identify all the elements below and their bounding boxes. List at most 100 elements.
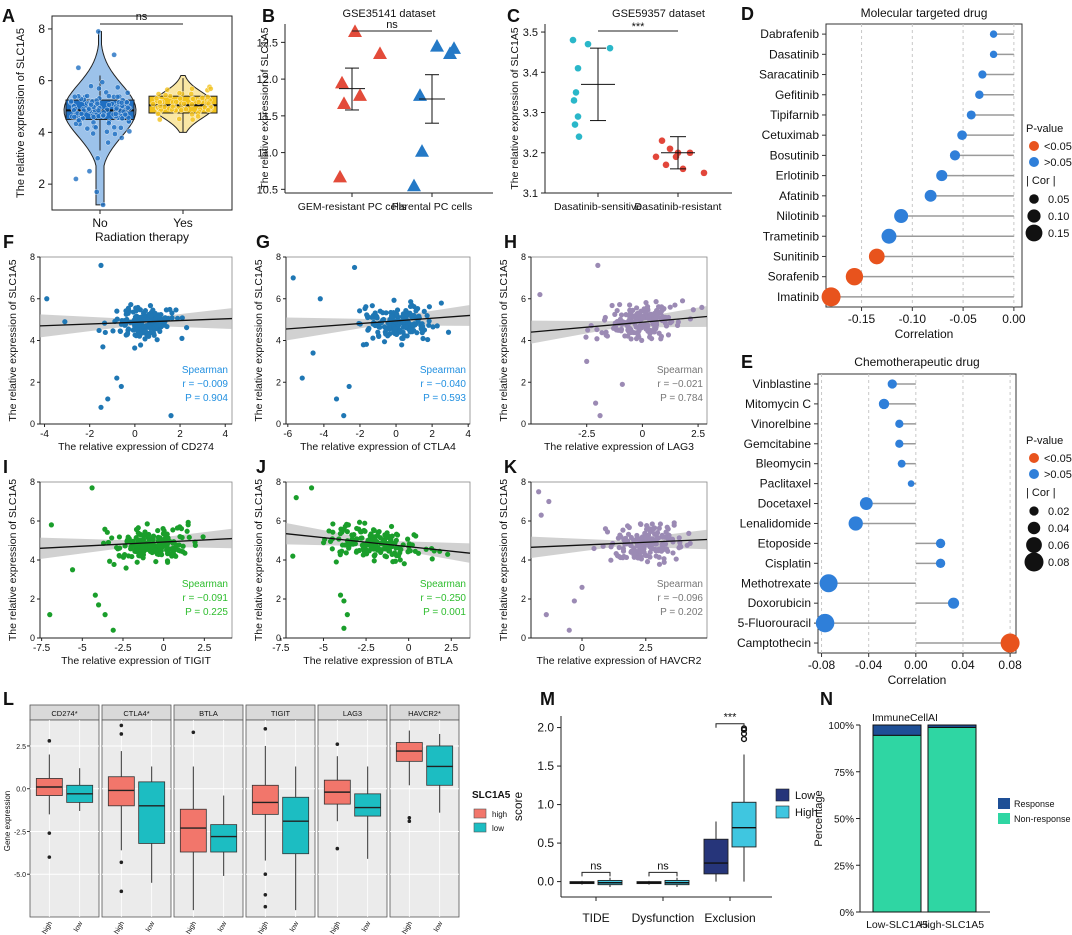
data-point [653, 299, 659, 305]
data-point [173, 307, 179, 313]
data-point [591, 545, 597, 552]
data-point [105, 120, 112, 127]
stat-p: P = 0.784 [660, 393, 703, 404]
chart-title: GSE59357 dataset [612, 8, 705, 20]
data-point [643, 300, 649, 306]
drug-label: Bleomycin [756, 457, 811, 471]
data-point [114, 375, 120, 381]
data-point [137, 342, 144, 348]
stat-method: Spearman [420, 365, 466, 376]
data-point [146, 324, 152, 330]
data-point [377, 324, 383, 330]
x-tick-label: -7.5 [33, 643, 51, 654]
data-point [155, 527, 161, 534]
data-point [357, 308, 363, 314]
data-point [341, 526, 347, 532]
data-point [393, 545, 399, 551]
data-triangle [413, 88, 427, 101]
data-point [339, 548, 345, 554]
data-point [593, 400, 599, 406]
data-point [153, 558, 159, 565]
data-point [176, 116, 183, 122]
x-tick-label: low [217, 920, 229, 933]
data-point [363, 341, 369, 347]
drug-label: Camptothecin [737, 636, 811, 650]
data-point [170, 527, 176, 533]
box-high [395, 742, 423, 762]
data-point [609, 302, 615, 309]
x-tick-label: 0.00 [904, 658, 928, 672]
data-point [615, 327, 621, 333]
data-point [146, 531, 152, 538]
x-tick-label: -5 [319, 643, 328, 654]
stat-p: P = 0.001 [423, 607, 466, 618]
y-tick-label: -5.0 [14, 872, 26, 879]
data-point [655, 535, 662, 541]
panel-label: A [2, 6, 15, 26]
data-point [424, 313, 430, 319]
data-point [154, 337, 160, 343]
data-point [333, 559, 339, 565]
data-point [546, 498, 552, 505]
data-point [96, 85, 102, 92]
legend-swatch [1029, 453, 1039, 463]
legend-swatch [1029, 141, 1039, 151]
data-point [68, 98, 75, 105]
x-tick-label: high [41, 920, 54, 935]
lollipop-dot [894, 209, 909, 224]
x-tick-label: Yes [173, 216, 193, 230]
stacked-bar-segment [927, 726, 977, 913]
data-point [105, 139, 111, 146]
data-point [195, 99, 202, 105]
data-point [643, 534, 649, 541]
legend-swatch [775, 788, 790, 802]
data-point [293, 495, 299, 501]
data-point [71, 107, 77, 114]
data-point [367, 533, 373, 539]
data-point [631, 537, 637, 544]
facet-label: HAVCR2* [408, 709, 441, 718]
x-tick-label: -4 [319, 429, 328, 440]
facet-panel [317, 719, 388, 918]
data-point [394, 311, 400, 318]
data-point [371, 553, 378, 559]
x-tick-label: Low-SLC1A5 [866, 919, 928, 931]
lollipop-dot [907, 480, 915, 487]
x-tick-label: 2.5 [639, 643, 653, 654]
data-point [104, 128, 110, 135]
data-point [666, 145, 674, 153]
x-tick-label: 0.04 [951, 658, 975, 672]
x-tick-label: -7.5 [272, 643, 290, 654]
data-point [420, 323, 426, 330]
data-point [111, 561, 117, 568]
data-point [308, 485, 315, 491]
data-point [140, 549, 146, 555]
size-swatch [1029, 506, 1039, 516]
y-axis-title: The relative expression of SLC1A5 [253, 259, 265, 421]
data-point [160, 526, 166, 532]
y-tick-label: 6 [30, 294, 35, 304]
data-point [117, 328, 123, 334]
data-point [374, 532, 381, 539]
data-point [620, 546, 626, 552]
y-axis-title: score [511, 792, 525, 822]
data-point [644, 523, 650, 529]
data-point [183, 106, 189, 113]
data-point [383, 331, 389, 337]
y-tick-label: 2 [521, 377, 526, 387]
data-point [671, 520, 677, 526]
y-axis-title: The relative expression of SLC1A5 [498, 259, 510, 421]
outlier-point [407, 815, 412, 820]
legend-label: Non-response [1014, 814, 1071, 824]
data-point [162, 92, 169, 99]
data-point [667, 304, 673, 310]
y-tick-label: 2 [30, 594, 35, 604]
y-tick-label: 25% [834, 861, 854, 872]
data-point [406, 548, 412, 554]
x-axis-title: The relative expression of BTLA [303, 655, 452, 667]
lollipop-dot [881, 228, 897, 244]
data-point [572, 89, 580, 96]
data-point [662, 161, 670, 169]
data-point [371, 527, 377, 534]
data-point [615, 535, 621, 541]
